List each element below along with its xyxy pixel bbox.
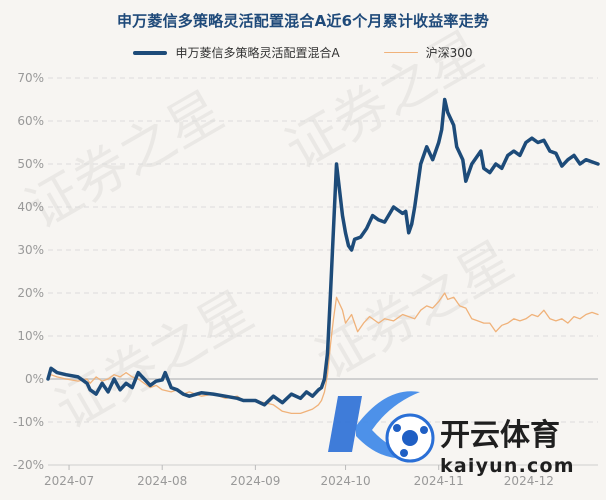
y-tick-label: 70% [17, 71, 44, 85]
y-tick-label: 10% [17, 329, 44, 343]
grid-layer [48, 77, 598, 466]
brand-logo-ball-patch [400, 449, 408, 457]
y-tick-label: 0% [25, 372, 44, 386]
legend-swatch-index [383, 52, 418, 53]
legend-item-fund[interactable]: 申万菱信多策略灵活配置混合A [133, 44, 340, 61]
brand-name: 开云体育 [440, 418, 560, 453]
legend-label-index: 沪深300 [425, 46, 473, 60]
y-tick-label: 50% [17, 157, 44, 171]
chart-title: 申万菱信多策略灵活配置混合A近6个月累计收益率走势 [116, 12, 490, 30]
x-axis: 2024-07 2024-08 2024-09 2024-10 2024-11 2024-… [44, 465, 554, 488]
x-tick-label: 2024-09 [230, 474, 280, 488]
watermark-text: 证券之星 [15, 79, 234, 242]
x-tick-label: 2024-07 [44, 474, 94, 488]
series-line-index[interactable] [47, 292, 599, 415]
y-tick-label: -10% [13, 415, 44, 429]
series-layer [46, 97, 600, 415]
x-tick-label: 2024-12 [504, 474, 554, 488]
y-axis: -20% -10% 0% 10% 20% 30% 40% 50% 60% 70% [13, 71, 44, 472]
y-tick-label: 60% [17, 114, 44, 128]
x-tick-label: 2024-08 [137, 474, 187, 488]
x-tick-label: 2024-11 [414, 474, 464, 488]
y-tick-label: 40% [17, 200, 44, 214]
brand-logo-k-arm [356, 391, 420, 459]
brand-logo-k-stem [328, 396, 362, 452]
y-tick-label: 20% [17, 286, 44, 300]
legend: 申万菱信多策略灵活配置混合A 沪深300 [0, 44, 606, 61]
legend-swatch-fund [133, 50, 168, 55]
y-tick-label: -20% [13, 458, 44, 472]
brand-logo-ball-patch [420, 426, 428, 434]
brand-logo-ball-patch [402, 430, 418, 446]
legend-label-fund: 申万菱信多策略灵活配置混合A [175, 46, 340, 60]
x-tick-label: 2024-10 [320, 474, 370, 488]
legend-item-index[interactable]: 沪深300 [383, 44, 473, 61]
watermark-text: 证券之星 [45, 279, 264, 442]
y-tick-label: 30% [17, 243, 44, 257]
series-line-fund[interactable] [46, 97, 600, 407]
brand-url: kaiyun.com [440, 455, 575, 477]
watermark-text: 证券之星 [305, 229, 524, 392]
brand-logo-ball-patch [393, 424, 401, 432]
